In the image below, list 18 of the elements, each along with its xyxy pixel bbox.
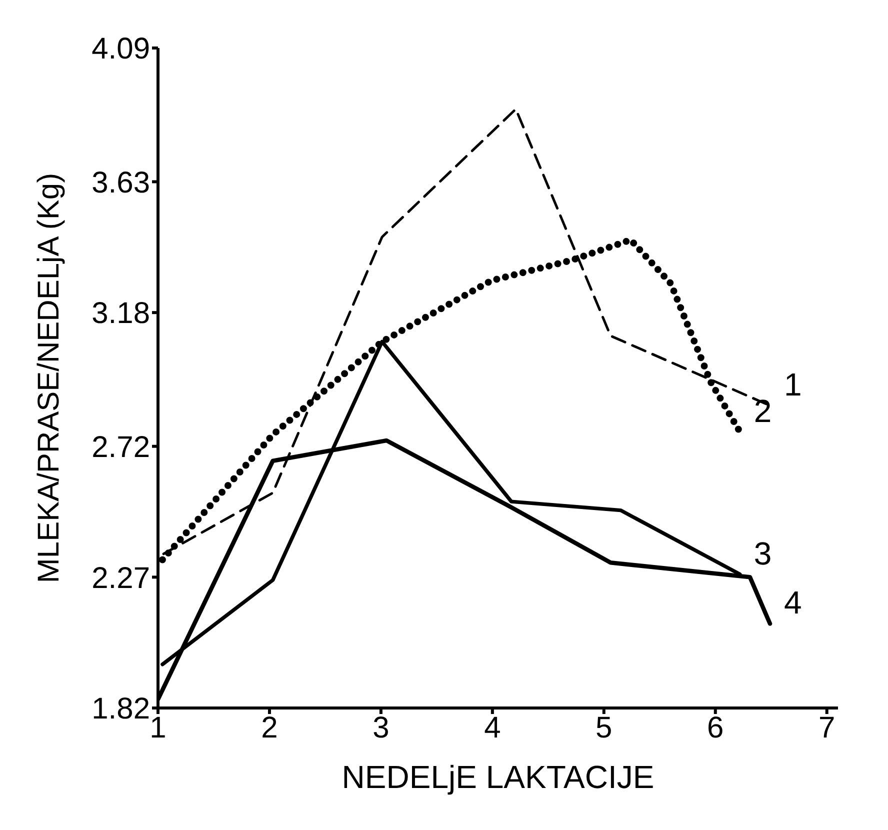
x-tick-label: 1 bbox=[150, 711, 166, 744]
x-tick-label: 3 bbox=[372, 711, 390, 744]
series-label: 3 bbox=[754, 535, 772, 572]
y-tick-label: 3.63 bbox=[92, 166, 150, 200]
y-tick-label: 3.18 bbox=[92, 297, 150, 330]
x-tick-label: 2 bbox=[261, 711, 278, 744]
x-axis-title: NEDELjE LAKTACIJE bbox=[342, 759, 654, 795]
series-label: 4 bbox=[784, 584, 802, 621]
y-axis-title: MLEKA/PRASE/NEDELjA (Kg) bbox=[32, 172, 66, 584]
series-label: 1 bbox=[784, 366, 802, 403]
y-tick-label: 2.72 bbox=[92, 430, 150, 464]
y-tick-label: 4.09 bbox=[92, 32, 150, 66]
y-tick-label: 1.82 bbox=[92, 692, 150, 726]
x-tick-label: 7 bbox=[818, 711, 836, 744]
x-tick-label: 6 bbox=[707, 711, 724, 744]
x-tick-label: 5 bbox=[596, 711, 612, 744]
y-tick-label: 2.27 bbox=[92, 562, 150, 595]
x-tick-label: 4 bbox=[484, 711, 501, 744]
